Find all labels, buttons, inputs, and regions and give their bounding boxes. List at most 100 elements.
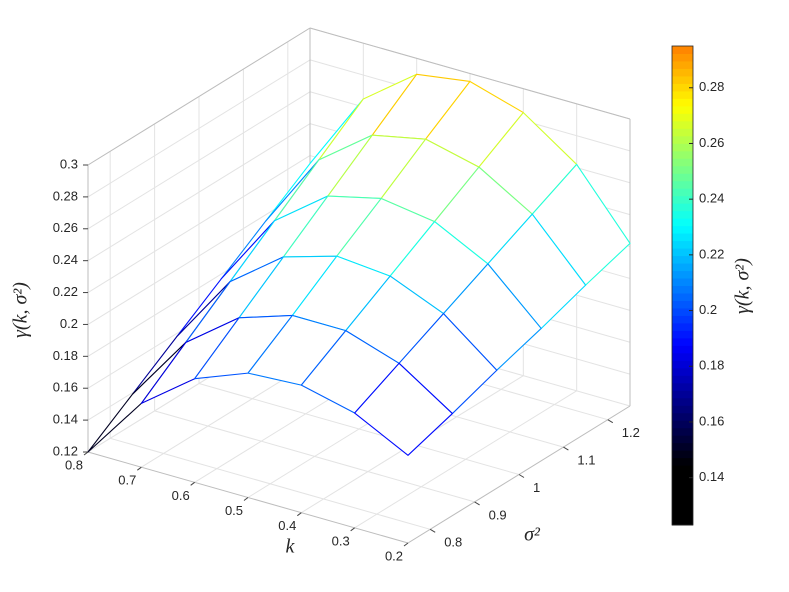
z-tick-label: 0.26 bbox=[53, 220, 78, 235]
colorbar-step bbox=[672, 412, 693, 421]
colorbar-step bbox=[672, 450, 693, 459]
x-tick bbox=[297, 512, 302, 517]
colorbar-step bbox=[672, 457, 693, 466]
y-tick bbox=[518, 474, 525, 478]
y-tick bbox=[429, 528, 436, 533]
x-tick bbox=[243, 497, 249, 501]
x-tick-label: 0.2 bbox=[385, 548, 403, 563]
colorbar-step bbox=[672, 90, 693, 99]
colorbar-step bbox=[672, 203, 693, 212]
colorbar-tick-label: 0.14 bbox=[699, 469, 724, 484]
colorbar-tick-label: 0.22 bbox=[699, 246, 724, 261]
colorbar-step bbox=[672, 360, 693, 369]
x-tick-label: 0.7 bbox=[118, 473, 136, 488]
mesh-surface bbox=[87, 73, 631, 456]
colorbar-step bbox=[672, 300, 693, 309]
colorbar-step bbox=[672, 135, 693, 144]
z-tick-label: 0.28 bbox=[53, 188, 78, 203]
colorbar-step bbox=[672, 375, 693, 384]
colorbar-step bbox=[672, 105, 693, 114]
colorbar-step bbox=[672, 143, 693, 152]
colorbar-step bbox=[672, 233, 693, 242]
colorbar-tick-label: 0.18 bbox=[699, 358, 724, 373]
x-tick bbox=[83, 451, 89, 456]
colorbar-step bbox=[672, 165, 693, 174]
y-tick-label: 1 bbox=[533, 480, 540, 495]
z-tick-label: 0.16 bbox=[53, 380, 78, 395]
colorbar-step bbox=[672, 263, 693, 272]
colorbar-step bbox=[672, 427, 693, 436]
y-tick-label: 1.1 bbox=[577, 453, 595, 468]
colorbar-tick-label: 0.24 bbox=[699, 191, 724, 206]
y-tick bbox=[607, 419, 614, 424]
z-tick-label: 0.24 bbox=[53, 252, 78, 267]
colorbar-step bbox=[672, 113, 693, 122]
colorbar-step bbox=[672, 367, 693, 376]
y-grid-line bbox=[198, 383, 520, 475]
colorbar-step bbox=[672, 68, 693, 77]
colorbar-step bbox=[672, 150, 693, 159]
colorbar-step bbox=[672, 248, 693, 257]
colorbar-step bbox=[672, 322, 693, 331]
colorbar-step bbox=[672, 195, 693, 204]
z-tick-label: 0.2 bbox=[60, 316, 78, 331]
mesh-cell bbox=[354, 362, 453, 456]
colorbar-step bbox=[672, 517, 693, 526]
colorbar-step bbox=[672, 278, 693, 286]
colorbar-step bbox=[672, 270, 693, 279]
x-tick bbox=[403, 542, 409, 547]
colorbar-step bbox=[672, 307, 693, 316]
colorbar-step bbox=[672, 60, 693, 69]
z-tick-label: 0.12 bbox=[53, 443, 78, 458]
y-grid-line bbox=[154, 410, 475, 503]
y-tick-label: 0.8 bbox=[444, 535, 462, 550]
colorbar-step bbox=[672, 420, 693, 429]
colorbar-step bbox=[672, 83, 693, 92]
colorbar-step bbox=[672, 240, 693, 249]
colorbar-step bbox=[672, 218, 693, 227]
colorbar-step bbox=[672, 180, 693, 189]
x-tick-label: 0.4 bbox=[278, 518, 296, 533]
colorbar-step bbox=[672, 480, 693, 489]
colorbar-step bbox=[672, 292, 693, 301]
colorbar-step bbox=[672, 405, 693, 414]
colorbar-tick-label: 0.28 bbox=[699, 79, 724, 94]
colorbar-step bbox=[672, 158, 693, 167]
colorbar-step bbox=[672, 510, 693, 519]
colorbar-step bbox=[672, 495, 693, 504]
x-tick bbox=[350, 527, 355, 532]
colorbar-step bbox=[672, 315, 693, 324]
colorbar-tick-label: 0.16 bbox=[699, 413, 724, 428]
colorbar-step bbox=[672, 435, 693, 444]
colorbar-step bbox=[672, 502, 693, 511]
z-axis-label: γ(k, σ²) bbox=[10, 282, 32, 338]
z-tick-label: 0.3 bbox=[60, 156, 78, 171]
colorbar-step bbox=[672, 487, 693, 496]
colorbar-step bbox=[672, 255, 693, 264]
colorbar-tick-label: 0.2 bbox=[699, 302, 717, 317]
x-tick bbox=[190, 481, 195, 486]
z-tick-label: 0.18 bbox=[53, 348, 78, 363]
colorbar-step bbox=[672, 337, 693, 346]
x-tick-label: 0.8 bbox=[65, 457, 83, 472]
x-tick-label: 0.5 bbox=[225, 503, 243, 518]
x-tick bbox=[137, 466, 142, 471]
colorbar-tick-label: 0.26 bbox=[699, 135, 724, 150]
x-tick-label: 0.3 bbox=[332, 533, 350, 548]
x-tick-label: 0.6 bbox=[172, 488, 190, 503]
colorbar-step bbox=[672, 397, 693, 406]
colorbar-step bbox=[672, 188, 693, 197]
colorbar-step bbox=[672, 173, 693, 182]
y-axis-label: σ² bbox=[524, 524, 541, 546]
mesh-cell bbox=[87, 341, 187, 453]
y-tick-label: 1.2 bbox=[622, 425, 640, 440]
colorbar-step bbox=[672, 390, 693, 399]
colorbar-step bbox=[672, 75, 693, 84]
colorbar-step bbox=[672, 120, 693, 129]
colorbar-step bbox=[672, 128, 693, 137]
y-tick bbox=[563, 446, 569, 451]
colorbar-step bbox=[672, 210, 693, 219]
axis-line bbox=[309, 27, 631, 120]
colorbar-step bbox=[672, 46, 693, 54]
